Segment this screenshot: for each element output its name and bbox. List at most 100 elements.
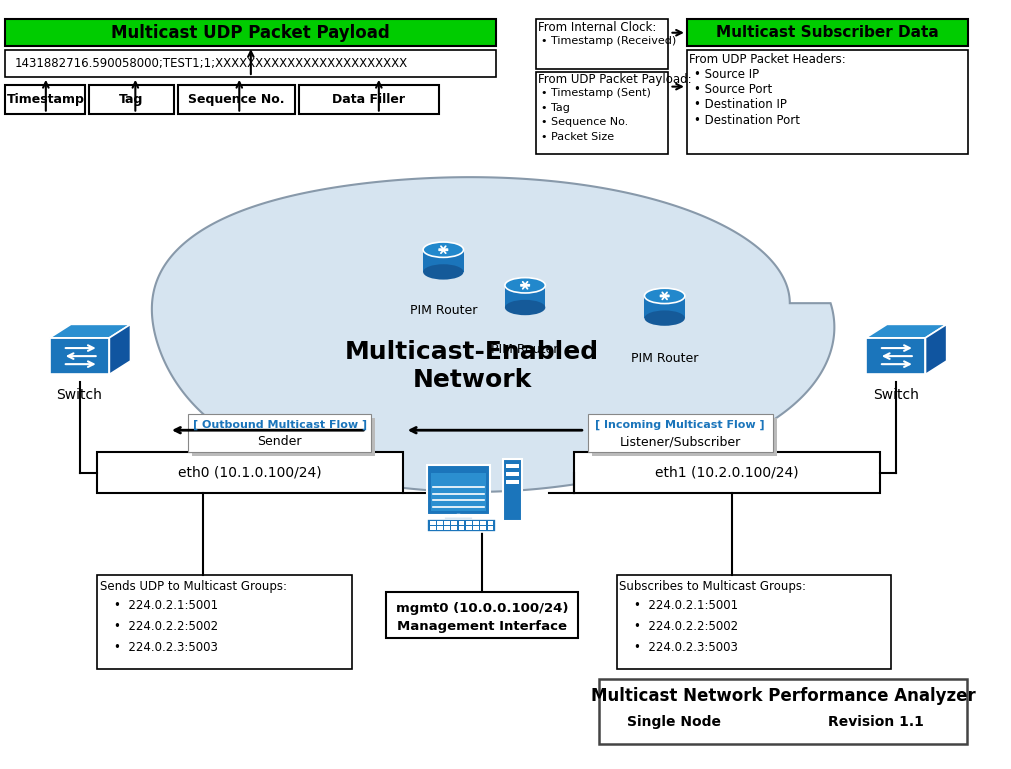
FancyBboxPatch shape	[437, 521, 443, 525]
FancyBboxPatch shape	[5, 19, 496, 46]
Text: Tag: Tag	[119, 92, 144, 105]
FancyBboxPatch shape	[480, 521, 486, 525]
Ellipse shape	[424, 242, 463, 258]
FancyBboxPatch shape	[587, 414, 773, 452]
Text: From UDP Packet Payload:: From UDP Packet Payload:	[538, 73, 692, 86]
Text: • Destination Port: • Destination Port	[694, 114, 800, 127]
Text: • Destination IP: • Destination IP	[694, 98, 787, 112]
Text: Multicast UDP Packet Payload: Multicast UDP Packet Payload	[111, 24, 390, 42]
FancyBboxPatch shape	[188, 414, 371, 452]
FancyBboxPatch shape	[427, 519, 496, 532]
FancyBboxPatch shape	[506, 464, 520, 468]
Text: Subscribes to Multicast Groups:: Subscribes to Multicast Groups:	[620, 580, 807, 593]
Text: PIM Router: PIM Router	[631, 352, 699, 365]
Text: Sender: Sender	[258, 435, 302, 448]
FancyBboxPatch shape	[574, 452, 881, 493]
FancyBboxPatch shape	[452, 521, 457, 525]
FancyBboxPatch shape	[430, 527, 436, 531]
Text: •  224.0.2.1:5001: • 224.0.2.1:5001	[634, 599, 738, 612]
Text: Listener/Subscriber: Listener/Subscriber	[620, 435, 741, 448]
Polygon shape	[50, 325, 130, 338]
Text: •  224.0.2.1:5001: • 224.0.2.1:5001	[114, 599, 218, 612]
FancyBboxPatch shape	[466, 521, 472, 525]
Text: Sends UDP to Multicast Groups:: Sends UDP to Multicast Groups:	[100, 580, 287, 593]
Text: Multicast-Enabled
Network: Multicast-Enabled Network	[345, 340, 600, 391]
FancyBboxPatch shape	[437, 527, 443, 531]
Text: • Source IP: • Source IP	[694, 68, 758, 81]
Ellipse shape	[504, 278, 545, 293]
Text: Data Filler: Data Filler	[333, 92, 405, 105]
Text: 1431882716.590058000;TEST1;1;XXXXXXXXXXXXXXXXXXXXXXXX: 1431882716.590058000;TEST1;1;XXXXXXXXXXX…	[15, 57, 408, 70]
FancyBboxPatch shape	[473, 521, 479, 525]
Text: PIM Router: PIM Router	[491, 343, 559, 356]
Text: • Source Port: • Source Port	[694, 83, 771, 96]
FancyBboxPatch shape	[459, 527, 464, 531]
Text: •  224.0.2.3:5003: • 224.0.2.3:5003	[114, 641, 218, 654]
FancyBboxPatch shape	[600, 678, 967, 744]
FancyBboxPatch shape	[5, 50, 496, 77]
Polygon shape	[865, 325, 946, 338]
FancyBboxPatch shape	[503, 458, 523, 521]
Polygon shape	[152, 177, 834, 492]
Text: •  224.0.2.3:5003: • 224.0.2.3:5003	[634, 641, 738, 654]
Text: • Timestamp (Sent): • Timestamp (Sent)	[542, 88, 651, 98]
FancyBboxPatch shape	[686, 19, 968, 46]
FancyBboxPatch shape	[459, 521, 464, 525]
Ellipse shape	[504, 300, 545, 315]
FancyBboxPatch shape	[385, 592, 578, 638]
Text: [ Outbound Multicast Flow ]: [ Outbound Multicast Flow ]	[193, 419, 367, 430]
FancyBboxPatch shape	[50, 338, 109, 375]
Text: eth0 (10.1.0.100/24): eth0 (10.1.0.100/24)	[178, 465, 321, 480]
FancyBboxPatch shape	[427, 465, 489, 515]
Text: Switch: Switch	[57, 388, 102, 401]
Ellipse shape	[644, 288, 684, 304]
FancyBboxPatch shape	[536, 72, 667, 154]
FancyBboxPatch shape	[431, 473, 485, 511]
FancyBboxPatch shape	[473, 527, 479, 531]
Text: Multicast Network Performance Analyzer: Multicast Network Performance Analyzer	[590, 687, 976, 705]
Ellipse shape	[644, 311, 684, 326]
FancyBboxPatch shape	[487, 521, 493, 525]
Text: Timestamp: Timestamp	[6, 92, 84, 105]
FancyBboxPatch shape	[444, 521, 450, 525]
Text: • Sequence No.: • Sequence No.	[542, 117, 629, 127]
FancyBboxPatch shape	[504, 285, 545, 308]
FancyBboxPatch shape	[89, 85, 174, 114]
FancyBboxPatch shape	[452, 527, 457, 531]
FancyBboxPatch shape	[97, 452, 403, 493]
Text: •  224.0.2.2:5002: • 224.0.2.2:5002	[114, 620, 218, 633]
Ellipse shape	[424, 265, 463, 280]
FancyBboxPatch shape	[444, 527, 450, 531]
FancyBboxPatch shape	[466, 527, 472, 531]
Text: Revision 1.1: Revision 1.1	[828, 715, 924, 729]
Polygon shape	[109, 325, 130, 375]
FancyBboxPatch shape	[487, 527, 493, 531]
Text: eth1 (10.2.0.100/24): eth1 (10.2.0.100/24)	[655, 465, 799, 480]
FancyBboxPatch shape	[506, 480, 520, 484]
Polygon shape	[925, 325, 946, 375]
Text: PIM Router: PIM Router	[409, 305, 477, 318]
Text: • Packet Size: • Packet Size	[542, 131, 615, 141]
FancyBboxPatch shape	[5, 85, 85, 114]
Text: [ Incoming Multicast Flow ]: [ Incoming Multicast Flow ]	[595, 419, 765, 430]
Text: Management Interface: Management Interface	[396, 620, 567, 633]
Text: • Timestamp (Received): • Timestamp (Received)	[542, 36, 676, 46]
Text: Switch: Switch	[872, 388, 919, 401]
FancyBboxPatch shape	[430, 521, 436, 525]
FancyBboxPatch shape	[591, 418, 777, 456]
Text: Single Node: Single Node	[627, 715, 721, 729]
Text: Sequence No.: Sequence No.	[188, 92, 285, 105]
FancyBboxPatch shape	[536, 19, 667, 69]
FancyBboxPatch shape	[178, 85, 295, 114]
Text: •  224.0.2.2:5002: • 224.0.2.2:5002	[634, 620, 738, 633]
FancyBboxPatch shape	[192, 418, 375, 456]
FancyBboxPatch shape	[644, 296, 684, 318]
Text: From Internal Clock:: From Internal Clock:	[538, 22, 656, 35]
FancyBboxPatch shape	[480, 527, 486, 531]
Text: Multicast Subscriber Data: Multicast Subscriber Data	[716, 25, 938, 40]
Text: • Tag: • Tag	[542, 103, 570, 113]
FancyBboxPatch shape	[865, 338, 925, 375]
FancyBboxPatch shape	[424, 250, 463, 272]
FancyBboxPatch shape	[506, 472, 520, 476]
Text: From UDP Packet Headers:: From UDP Packet Headers:	[688, 53, 845, 66]
